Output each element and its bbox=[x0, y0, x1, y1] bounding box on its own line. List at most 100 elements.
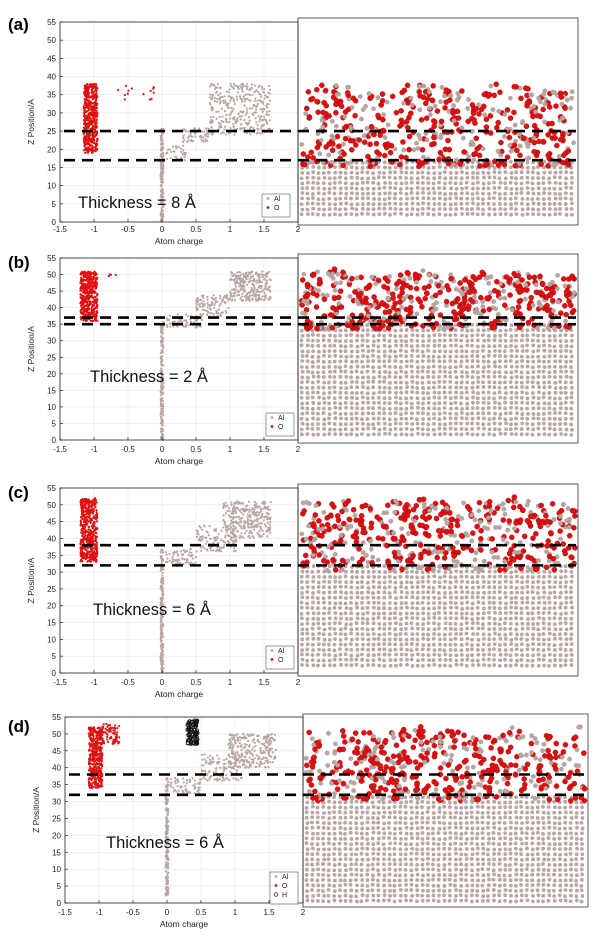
al-atom bbox=[449, 171, 453, 175]
o-atom bbox=[471, 117, 476, 122]
o-atom bbox=[487, 307, 492, 312]
o-atom bbox=[301, 151, 306, 156]
al-atom bbox=[465, 207, 469, 211]
al-atom bbox=[487, 432, 491, 436]
o-atom bbox=[388, 150, 393, 155]
al-atom bbox=[526, 203, 530, 207]
al-atom bbox=[499, 212, 503, 216]
al-atom bbox=[520, 119, 524, 123]
al-atom bbox=[481, 370, 485, 374]
point-o bbox=[87, 286, 89, 288]
o-atom bbox=[359, 275, 364, 280]
al-atom bbox=[454, 421, 458, 425]
al-atom bbox=[361, 381, 365, 385]
y-tick-label: 10 bbox=[47, 182, 56, 191]
al-atom bbox=[305, 411, 309, 415]
point-al bbox=[199, 313, 201, 315]
al-atom bbox=[520, 390, 524, 394]
al-atom bbox=[509, 328, 513, 332]
point-al bbox=[160, 364, 162, 366]
al-atom bbox=[344, 427, 348, 431]
al-atom bbox=[426, 375, 430, 379]
al-atom bbox=[466, 339, 470, 343]
al-atom bbox=[421, 187, 425, 191]
al-atom bbox=[394, 381, 398, 385]
point-al bbox=[216, 101, 218, 103]
al-atom bbox=[350, 207, 354, 211]
al-atom bbox=[552, 326, 556, 330]
al-atom bbox=[349, 412, 353, 416]
al-atom bbox=[569, 197, 573, 201]
al-atom bbox=[409, 299, 413, 303]
al-atom bbox=[525, 344, 529, 348]
al-atom bbox=[454, 192, 458, 196]
al-atom bbox=[300, 339, 304, 343]
point-o bbox=[127, 90, 129, 92]
al-atom bbox=[300, 427, 304, 431]
al-atom bbox=[305, 354, 309, 358]
point-al bbox=[175, 156, 177, 158]
point-al bbox=[182, 145, 184, 147]
al-atom bbox=[327, 401, 331, 405]
point-o bbox=[117, 89, 119, 91]
al-atom bbox=[328, 391, 332, 395]
al-atom bbox=[460, 191, 464, 195]
al-atom bbox=[482, 359, 486, 363]
al-atom bbox=[333, 401, 337, 405]
point-al bbox=[215, 297, 217, 299]
al-atom bbox=[339, 349, 343, 353]
al-atom bbox=[542, 181, 546, 185]
point-al bbox=[161, 140, 163, 142]
al-atom bbox=[388, 186, 392, 190]
al-atom bbox=[338, 406, 342, 410]
al-atom bbox=[438, 136, 442, 140]
al-atom bbox=[432, 191, 436, 195]
al-atom bbox=[526, 355, 530, 359]
point-o bbox=[95, 119, 97, 121]
al-atom bbox=[426, 422, 430, 426]
al-atom bbox=[360, 212, 364, 216]
al-atom bbox=[493, 360, 497, 364]
al-atom bbox=[316, 181, 320, 185]
al-atom bbox=[418, 137, 422, 141]
point-o bbox=[93, 307, 95, 309]
al-atom bbox=[526, 365, 530, 369]
al-atom bbox=[460, 292, 464, 296]
al-atom bbox=[477, 427, 481, 431]
al-atom bbox=[488, 290, 492, 294]
al-atom bbox=[415, 417, 419, 421]
al-atom bbox=[465, 349, 469, 353]
point-al bbox=[263, 92, 265, 94]
al-atom bbox=[476, 171, 480, 175]
al-atom bbox=[542, 328, 546, 332]
al-atom bbox=[564, 417, 568, 421]
al-atom bbox=[461, 136, 465, 140]
al-atom bbox=[371, 349, 375, 353]
al-atom bbox=[425, 138, 429, 142]
point-o bbox=[84, 309, 86, 311]
al-atom bbox=[548, 427, 552, 431]
al-atom bbox=[536, 197, 540, 201]
o-atom bbox=[451, 309, 456, 314]
al-atom bbox=[537, 390, 541, 394]
al-atom bbox=[514, 176, 518, 180]
al-atom bbox=[330, 119, 334, 123]
al-atom bbox=[381, 316, 385, 320]
point-al bbox=[265, 273, 267, 275]
al-atom bbox=[328, 349, 332, 353]
al-atom bbox=[433, 391, 437, 395]
al-atom bbox=[565, 213, 569, 217]
point-o bbox=[84, 147, 86, 149]
point-al bbox=[166, 324, 168, 326]
al-atom bbox=[431, 309, 435, 313]
al-atom bbox=[466, 432, 470, 436]
o-atom bbox=[321, 100, 326, 105]
al-atom bbox=[416, 411, 420, 415]
o-atom bbox=[563, 106, 568, 111]
o-atom bbox=[544, 286, 549, 291]
al-atom bbox=[531, 187, 535, 191]
point-al bbox=[260, 93, 262, 95]
al-atom bbox=[569, 380, 573, 384]
al-atom bbox=[344, 359, 348, 363]
o-atom bbox=[550, 298, 555, 303]
